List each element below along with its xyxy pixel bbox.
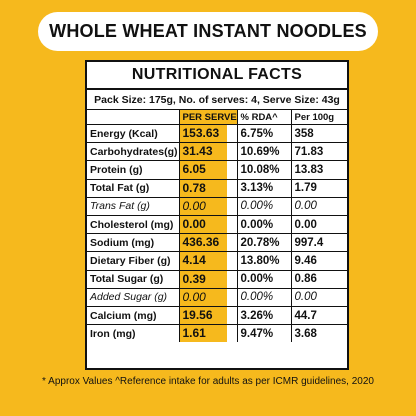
rda-value: 6.75% xyxy=(237,124,292,144)
nutrient-name: Total Sugar (g) xyxy=(87,270,180,289)
per-serve-value: 0.39 xyxy=(179,270,227,288)
rda-value: 0.00% xyxy=(237,197,292,217)
per-serve-cell: 1.61 xyxy=(179,324,238,343)
header-per-serve: PER SERVE* xyxy=(179,110,238,125)
table-row: Carbohydrates(g) 31.43 10.69% 71.83 xyxy=(87,142,347,162)
nutrient-name: Calcium (mg) xyxy=(87,306,180,326)
per-100g-value: 0.00 xyxy=(291,197,347,217)
per-serve-cell: 19.56 xyxy=(179,306,238,326)
per-serve-cell: 0.00 xyxy=(179,288,238,308)
per-serve-cell: 153.63 xyxy=(179,124,238,144)
table-header-row: PER SERVE* % RDA^ Per 100g xyxy=(87,110,347,125)
per-serve-value: 0.00 xyxy=(179,197,227,215)
per-serve-value: 31.43 xyxy=(179,143,227,160)
per-100g-value: 1.79 xyxy=(291,179,347,198)
per-100g-value: 44.7 xyxy=(291,306,347,326)
nutrient-name: Protein (g) xyxy=(87,160,180,180)
per-100g-value: 0.86 xyxy=(291,270,347,289)
nutrient-name: Trans Fat (g) xyxy=(87,197,180,217)
table-row: Sodium (mg) 436.36 20.78% 997.4 xyxy=(87,233,347,253)
rda-value: 0.00% xyxy=(237,288,292,308)
per-serve-cell: 0.78 xyxy=(179,179,238,198)
nutrient-name: Added Sugar (g) xyxy=(87,288,180,308)
rda-value: 10.69% xyxy=(237,142,292,162)
per-100g-value: 71.83 xyxy=(291,142,347,162)
per-100g-value: 997.4 xyxy=(291,233,347,253)
per-100g-value: 358 xyxy=(291,124,347,144)
per-serve-cell: 31.43 xyxy=(179,142,238,162)
product-title: WHOLE WHEAT INSTANT NOODLES xyxy=(38,12,378,51)
rda-value: 20.78% xyxy=(237,233,292,253)
per-serve-value: 1.61 xyxy=(179,325,227,343)
rda-value: 10.08% xyxy=(237,160,292,180)
per-serve-cell: 0.00 xyxy=(179,215,238,235)
nutrient-name: Carbohydrates(g) xyxy=(87,142,180,162)
rda-value: 9.47% xyxy=(237,324,292,343)
table-row: Trans Fat (g) 0.00 0.00% 0.00 xyxy=(87,197,347,217)
per-serve-value: 0.00 xyxy=(179,288,227,306)
table-row: Total Sugar (g) 0.39 0.00% 0.86 xyxy=(87,270,347,289)
per-serve-cell: 0.39 xyxy=(179,270,238,289)
nutrition-heading: NUTRITIONAL FACTS xyxy=(87,62,347,90)
per-serve-cell: 436.36 xyxy=(179,233,238,253)
table-row: Protein (g) 6.05 10.08% 13.83 xyxy=(87,160,347,180)
table-row: Iron (mg) 1.61 9.47% 3.68 xyxy=(87,324,347,343)
nutrition-table: PER SERVE* % RDA^ Per 100g Energy (Kcal)… xyxy=(87,110,347,343)
per-100g-value: 9.46 xyxy=(291,251,347,271)
per-serve-value: 6.05 xyxy=(179,161,227,179)
header-nutrient xyxy=(87,110,180,125)
header-per-100g: Per 100g xyxy=(291,110,347,125)
per-100g-value: 13.83 xyxy=(291,160,347,180)
table-row: Energy (Kcal) 153.63 6.75% 358 xyxy=(87,124,347,144)
nutrient-name: Energy (Kcal) xyxy=(87,124,180,144)
per-serve-value: 0.78 xyxy=(179,179,227,197)
nutrient-name: Sodium (mg) xyxy=(87,233,180,253)
table-row: Total Fat (g) 0.78 3.13% 1.79 xyxy=(87,179,347,198)
per-100g-value: 0.00 xyxy=(291,215,347,235)
per-serve-cell: 6.05 xyxy=(179,160,238,180)
table-row: Dietary Fiber (g) 4.14 13.80% 9.46 xyxy=(87,251,347,271)
rda-value: 3.13% xyxy=(237,179,292,198)
per-serve-cell: 0.00 xyxy=(179,197,238,217)
table-row: Cholesterol (mg) 0.00 0.00% 0.00 xyxy=(87,215,347,235)
per-serve-value: 19.56 xyxy=(179,307,227,324)
rda-value: 0.00% xyxy=(237,270,292,289)
rda-value: 0.00% xyxy=(237,215,292,235)
table-row: Added Sugar (g) 0.00 0.00% 0.00 xyxy=(87,288,347,308)
nutrient-name: Iron (mg) xyxy=(87,324,180,343)
nutrition-panel: NUTRITIONAL FACTS Pack Size: 175g, No. o… xyxy=(85,60,349,370)
footnote: * Approx Values ^Reference intake for ad… xyxy=(42,376,374,387)
pack-info: Pack Size: 175g, No. of serves: 4, Serve… xyxy=(87,90,347,110)
header-rda: % RDA^ xyxy=(237,110,292,125)
per-100g-value: 0.00 xyxy=(291,288,347,308)
per-serve-cell: 4.14 xyxy=(179,251,238,271)
nutrient-name: Dietary Fiber (g) xyxy=(87,251,180,271)
nutrient-name: Total Fat (g) xyxy=(87,179,180,198)
nutrient-name: Cholesterol (mg) xyxy=(87,215,180,235)
rda-value: 3.26% xyxy=(237,306,292,326)
per-serve-value: 0.00 xyxy=(179,216,227,233)
per-serve-value: 436.36 xyxy=(179,234,227,251)
per-serve-value: 153.63 xyxy=(179,125,227,142)
per-serve-value: 4.14 xyxy=(179,252,227,270)
table-row: Calcium (mg) 19.56 3.26% 44.7 xyxy=(87,306,347,326)
rda-value: 13.80% xyxy=(237,251,292,271)
per-100g-value: 3.68 xyxy=(294,327,317,340)
